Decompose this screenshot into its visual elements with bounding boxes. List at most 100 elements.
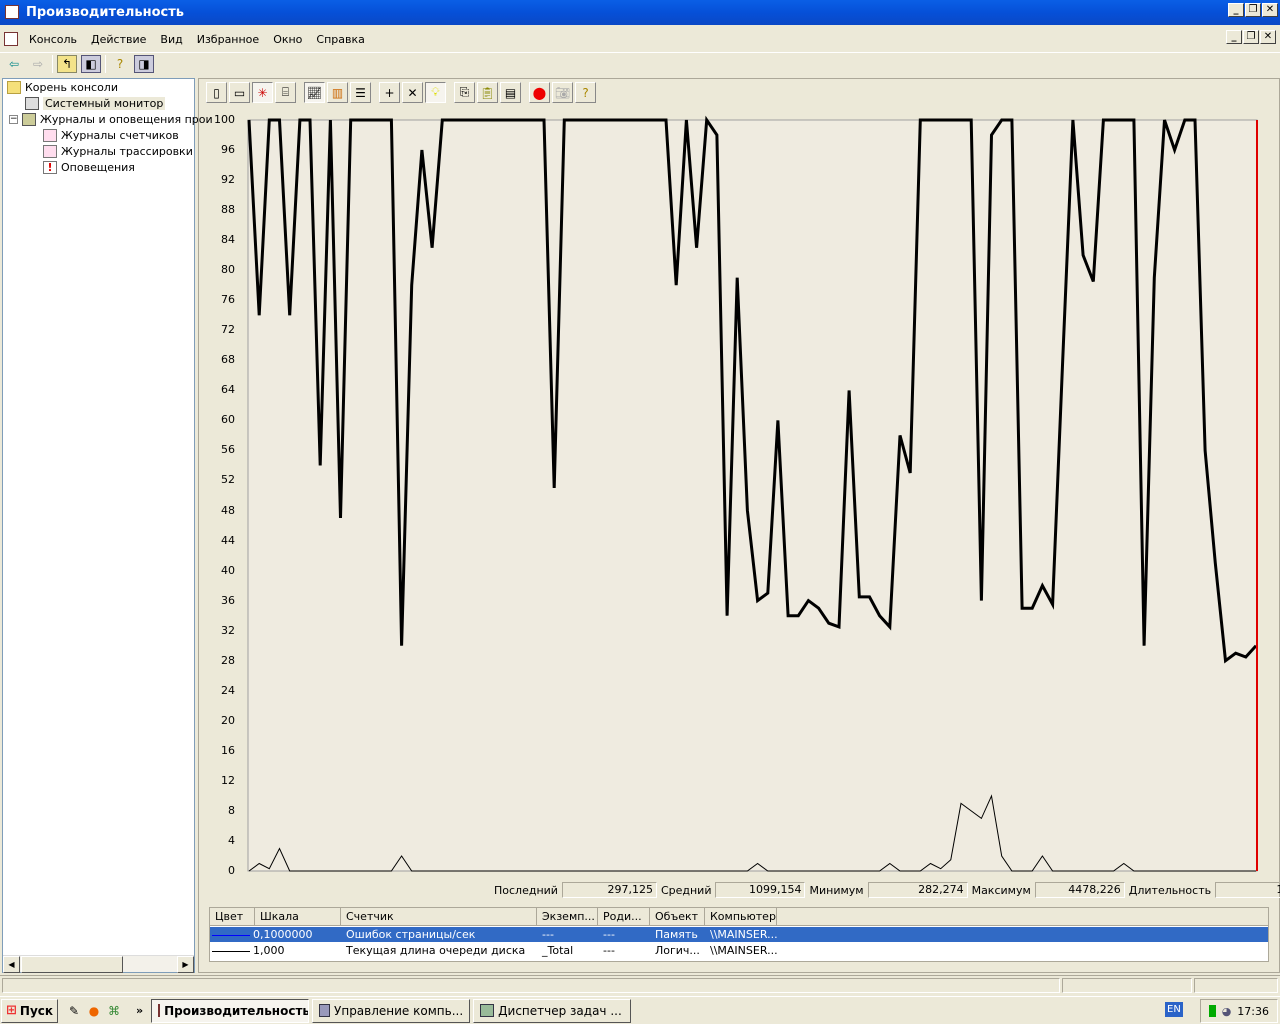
menu-window[interactable]: Окно	[273, 32, 303, 46]
column-instance[interactable]: Экземп...	[537, 908, 598, 925]
clear-display-icon[interactable]: ▭	[229, 82, 250, 103]
show-hide-tree-icon[interactable]: ◧	[81, 54, 101, 73]
menu-console[interactable]: Консоль	[29, 32, 78, 46]
tree-item-system-monitor[interactable]: Системный монитор	[25, 97, 166, 110]
tree-root-label: Корень консоли	[25, 81, 118, 94]
window-title: Производительность	[26, 5, 185, 20]
properties-icon[interactable]: ▤	[500, 82, 521, 103]
freeze-display-icon[interactable]: ⬤	[529, 82, 550, 103]
last-label: Последний	[494, 883, 558, 897]
back-arrow-icon[interactable]: ⇦	[8, 56, 20, 71]
view-log-data-icon[interactable]: ⌸	[275, 82, 296, 103]
start-button[interactable]: ⊞ Пуск	[1, 998, 59, 1023]
y-tick-label: 96	[221, 143, 235, 157]
view-histogram-icon[interactable]: ▥	[327, 82, 348, 103]
console-icon[interactable]	[4, 32, 18, 46]
delete-counter-icon[interactable]: ✕	[402, 82, 423, 103]
scroll-thumb[interactable]	[21, 956, 123, 973]
maximum-label: Максимум	[971, 883, 1031, 897]
tree-item-counter-logs[interactable]: Журналы счетчиков	[43, 129, 179, 142]
alert-icon: !	[43, 161, 57, 174]
help-icon[interactable]: ?	[116, 56, 124, 71]
taskbar-button-performance[interactable]: Производительность	[151, 998, 310, 1023]
mdi-restore-button[interactable]: ❐	[1243, 30, 1259, 44]
up-folder-icon[interactable]: ↰	[57, 54, 77, 73]
column-object[interactable]: Объект	[650, 908, 705, 925]
close-button[interactable]: ✕	[1262, 3, 1278, 17]
quicklaunch-firefox-icon[interactable]: ●	[88, 1003, 100, 1018]
y-tick-label: 84	[221, 233, 235, 247]
column-parent[interactable]: Роди...	[598, 908, 650, 925]
scroll-right-button[interactable]: ▶	[177, 956, 194, 973]
restore-button[interactable]: ❐	[1245, 3, 1261, 17]
paste-counter-list-icon[interactable]: 📋︎	[477, 82, 498, 103]
y-tick-label: 92	[221, 173, 235, 187]
highlight-bulb-icon[interactable]: 💡︎	[425, 82, 446, 103]
collapse-icon[interactable]: −	[9, 114, 18, 124]
tray-status-icon[interactable]	[1208, 1005, 1216, 1017]
view-graph-icon[interactable]: 📈︎	[304, 82, 325, 103]
counter-row[interactable]: 0,1000000 Ошибок страницы/сек --- --- Па…	[210, 927, 1268, 942]
action-pane-icon[interactable]: ◨	[134, 54, 154, 73]
menu-view[interactable]: Вид	[160, 32, 183, 46]
language-indicator[interactable]: EN	[1165, 1002, 1183, 1017]
y-tick-label: 32	[221, 623, 235, 637]
minimum-label: Минимум	[809, 883, 864, 897]
mdi-minimize-button[interactable]: _	[1226, 30, 1242, 44]
quicklaunch-show-desktop-icon[interactable]: ✎	[69, 1003, 80, 1018]
counter-row[interactable]: 1,000 Текущая длина очереди диска _Total…	[210, 943, 1268, 958]
main-toolbar: ⇦ ⇨ ↰ ◧ ? ◨	[0, 52, 1280, 74]
tree-root[interactable]: Корень консоли	[7, 81, 118, 94]
add-counter-icon[interactable]: +	[379, 82, 400, 103]
y-tick-label: 80	[221, 263, 235, 277]
copy-properties-icon[interactable]: ⎘	[454, 82, 475, 103]
update-data-icon[interactable]: 📷︎	[552, 82, 573, 103]
menu-help[interactable]: Справка	[316, 32, 365, 46]
tree-item-trace-logs[interactable]: Журналы трассировки	[43, 145, 193, 158]
y-tick-label: 12	[221, 773, 235, 787]
last-value: 297,125	[561, 882, 657, 898]
tree-horizontal-scrollbar[interactable]: ◀ ▶	[3, 955, 194, 973]
y-tick-label: 88	[221, 203, 235, 217]
new-counter-set-icon[interactable]: ▯	[206, 82, 227, 103]
counter-list: Цвет Шкала Счетчик Экземп... Роди... Объ…	[209, 907, 1269, 962]
taskbar-button-computer-management[interactable]: Управление компь...	[312, 998, 471, 1023]
help-icon[interactable]: ?	[575, 82, 596, 103]
tray-network-icon[interactable]: ◕	[1221, 1004, 1232, 1018]
forward-arrow-icon[interactable]: ⇨	[32, 56, 44, 71]
column-color[interactable]: Цвет	[210, 908, 255, 925]
minimize-button[interactable]: _	[1228, 3, 1244, 17]
duration-value: 1:40	[1215, 882, 1280, 898]
y-tick-label: 76	[221, 293, 235, 307]
y-tick-label: 24	[221, 683, 235, 697]
taskbar: ⊞ Пуск ✎ ● ⌘ » Производительность Управл…	[0, 996, 1280, 1024]
quicklaunch-network-icon[interactable]: ⌘	[108, 1003, 121, 1018]
chart-log-icon	[43, 129, 57, 142]
minimum-value: 282,274	[867, 882, 968, 898]
y-tick-label: 68	[221, 353, 235, 367]
graph-toolbar: ▯ ▭ ✳ ⌸ 📈︎ ▥ ☰ + ✕ 💡︎ ⎘ 📋︎ ▤ ⬤ 📷︎ ?	[206, 81, 596, 104]
y-tick-label: 4	[228, 833, 235, 847]
average-value: 1099,154	[715, 882, 806, 898]
y-tick-label: 40	[221, 563, 235, 577]
performance-app-icon	[5, 5, 19, 19]
tree-item-logs-alerts[interactable]: − Журналы и оповещения прои	[9, 113, 213, 126]
quicklaunch-more-chevron-icon[interactable]: »	[136, 1004, 144, 1017]
menu-favorites[interactable]: Избранное	[196, 32, 260, 46]
y-tick-label: 48	[221, 503, 235, 517]
view-report-icon[interactable]: ☰	[350, 82, 371, 103]
menu-action[interactable]: Действие	[91, 32, 147, 46]
column-computer[interactable]: Компьютер	[705, 908, 777, 925]
tree-item-alerts[interactable]: ! Оповещения	[43, 161, 135, 174]
column-scale[interactable]: Шкала	[255, 908, 341, 925]
mdi-close-button[interactable]: ✕	[1260, 30, 1276, 44]
computer-icon	[319, 1004, 331, 1017]
column-counter[interactable]: Счетчик	[341, 908, 537, 925]
y-tick-label: 72	[221, 323, 235, 337]
taskbar-button-task-manager[interactable]: Диспетчер задач ...	[473, 998, 632, 1023]
scroll-left-button[interactable]: ◀	[3, 956, 20, 973]
performance-graph	[247, 115, 1258, 872]
view-current-activity-icon[interactable]: ✳	[252, 82, 273, 103]
y-tick-label: 28	[221, 653, 235, 667]
y-tick-label: 8	[228, 803, 235, 817]
